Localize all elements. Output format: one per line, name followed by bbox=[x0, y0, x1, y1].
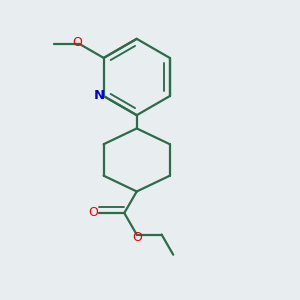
Text: O: O bbox=[73, 36, 82, 49]
Text: O: O bbox=[88, 206, 98, 218]
Text: O: O bbox=[133, 231, 142, 244]
Text: N: N bbox=[94, 89, 105, 102]
